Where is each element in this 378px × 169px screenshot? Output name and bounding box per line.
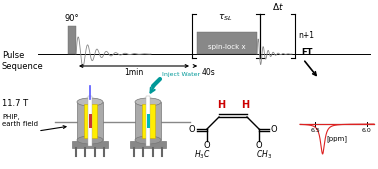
Text: O: O — [256, 140, 262, 150]
Text: FT: FT — [301, 48, 313, 57]
Bar — [141, 104, 155, 138]
Bar — [147, 114, 150, 128]
Ellipse shape — [135, 98, 161, 106]
Bar — [68, 26, 76, 54]
Text: spin-lock x: spin-lock x — [208, 44, 246, 50]
Text: n+1: n+1 — [298, 31, 314, 41]
Bar — [72, 141, 108, 148]
Text: $H_3C$: $H_3C$ — [194, 149, 210, 161]
Bar — [130, 141, 166, 148]
Text: O: O — [189, 126, 195, 135]
Text: [ppm]: [ppm] — [327, 135, 347, 142]
Text: Pulse
Sequence: Pulse Sequence — [2, 51, 44, 71]
Ellipse shape — [77, 136, 103, 144]
Text: $\Delta t$: $\Delta t$ — [271, 1, 284, 12]
Text: O: O — [271, 126, 277, 135]
Ellipse shape — [135, 136, 161, 144]
Bar — [146, 96, 150, 146]
Bar — [88, 114, 91, 128]
Bar — [135, 102, 161, 140]
Ellipse shape — [77, 98, 103, 106]
Text: Inject Water: Inject Water — [162, 72, 200, 77]
Text: 40s: 40s — [202, 68, 216, 77]
Text: 6.5: 6.5 — [311, 128, 320, 133]
Text: H: H — [241, 100, 249, 110]
Text: 1min: 1min — [124, 68, 144, 77]
Bar — [88, 96, 92, 146]
Text: PHIP,
earth field: PHIP, earth field — [2, 115, 38, 127]
Bar — [77, 102, 103, 140]
Text: 90°: 90° — [65, 14, 79, 23]
Text: 11.7 T: 11.7 T — [2, 100, 28, 108]
Text: $CH_3$: $CH_3$ — [256, 149, 272, 161]
Bar — [84, 104, 96, 138]
Text: $\tau_{SL}$: $\tau_{SL}$ — [218, 13, 232, 23]
Text: 6.0: 6.0 — [362, 128, 372, 133]
Bar — [197, 32, 257, 54]
Text: O: O — [204, 140, 210, 150]
Text: H: H — [217, 100, 225, 110]
